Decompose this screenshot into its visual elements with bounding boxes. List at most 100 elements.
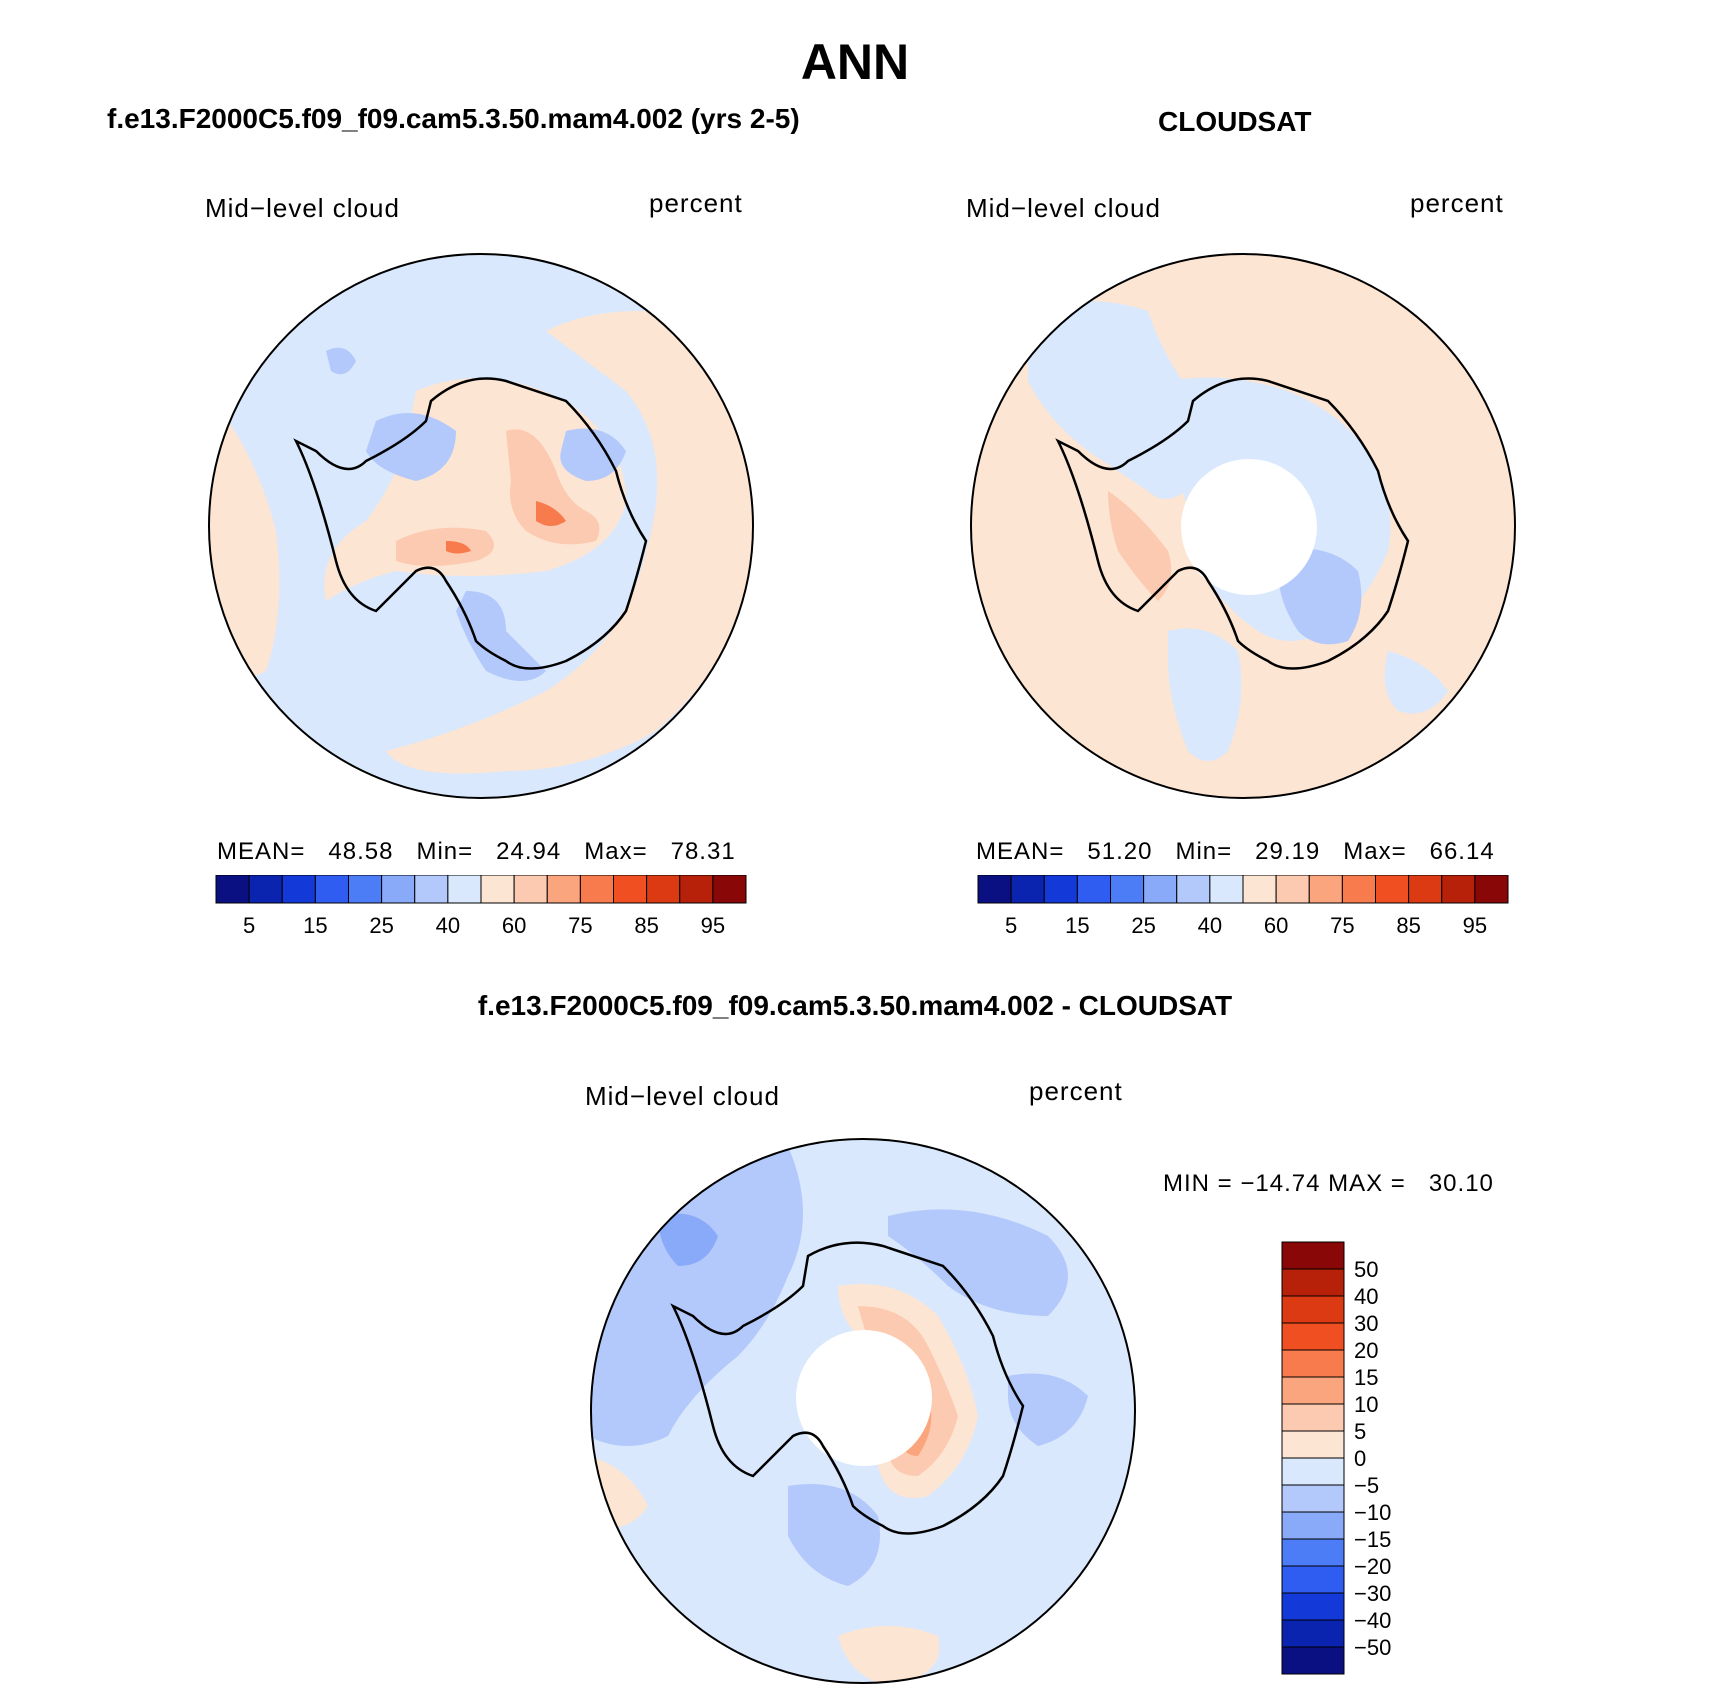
colorbar-box <box>1010 875 1045 904</box>
colorbar-box <box>1281 1592 1345 1621</box>
max-label: MAX = <box>1328 1170 1406 1197</box>
colorbar-tick-label: 85 <box>634 913 658 938</box>
contour-southeast-negative <box>1384 651 1448 714</box>
colorbar-tick-label: 20 <box>1354 1338 1378 1363</box>
colorbar-box <box>1281 1295 1345 1324</box>
max-label: Max= <box>584 838 648 865</box>
map-border <box>208 253 754 799</box>
panel1-title: f.e13.F2000C5.f09_f09.cam5.3.50.mam4.002… <box>107 103 800 134</box>
contour-plateau-high-2 <box>396 527 494 566</box>
min-label: Min= <box>416 838 474 865</box>
colorbar-box <box>1281 1241 1345 1270</box>
colorbar-tick-label: −15 <box>1354 1527 1391 1552</box>
colorbar-tick-label: 10 <box>1354 1392 1378 1417</box>
colorbar-tick-label: −10 <box>1354 1500 1391 1525</box>
diff-variable-label: Mid−level cloud <box>585 1081 780 1111</box>
colorbar-tick-label: −50 <box>1354 1635 1391 1660</box>
colorbar-box <box>1281 1349 1345 1378</box>
colorbar-box <box>1143 875 1178 904</box>
colorbar-box <box>480 875 515 904</box>
colorbar-tick-label: 95 <box>1463 913 1487 938</box>
colorbar-box <box>215 875 250 904</box>
colorbar-box <box>1281 1619 1345 1648</box>
antarctica-coastline <box>1055 377 1410 670</box>
colorbar-box <box>1242 875 1277 904</box>
colorbar-box <box>1281 1511 1345 1540</box>
colorbar-tick-label: 40 <box>1354 1284 1378 1309</box>
colorbar-box <box>1281 1376 1345 1405</box>
colorbar-box <box>1275 875 1310 904</box>
diff-stats: MIN = −14.74 MAX = 30.10 <box>1163 1170 1494 1198</box>
colorbar-tick-label: 5 <box>1354 1419 1366 1444</box>
contour-max <box>536 501 566 526</box>
contour-ocean-negative <box>1028 301 1216 499</box>
mean-label: MEAN= <box>976 838 1065 865</box>
colorbar-box <box>348 875 383 904</box>
missing-data-circle <box>1181 459 1317 595</box>
panel1-units-label: percent <box>649 188 743 218</box>
colorbar-box <box>1474 875 1509 904</box>
colorbar-tick-label: −30 <box>1354 1581 1391 1606</box>
contour-east-negative <box>560 428 626 481</box>
panel2-title: CLOUDSAT <box>1158 106 1312 137</box>
colorbar-tick-label: 60 <box>502 913 526 938</box>
colorbar-tick-label: 50 <box>1354 1257 1378 1282</box>
mean-value: 48.58 <box>328 838 394 865</box>
colorbar-box <box>1408 875 1443 904</box>
colorbar-box <box>1281 1565 1345 1594</box>
map-cloudsat <box>970 253 1516 799</box>
colorbar-box <box>1308 875 1343 904</box>
colorbar-box <box>1281 1646 1345 1675</box>
colorbar-tick-label: 85 <box>1396 913 1420 938</box>
colorbar-box <box>679 875 714 904</box>
map-model <box>208 253 754 799</box>
colorbar-tick-label: −40 <box>1354 1608 1391 1633</box>
min-label: MIN = <box>1163 1170 1233 1197</box>
colorbar-box <box>414 875 449 904</box>
max-value: 30.10 <box>1428 1170 1494 1197</box>
colorbar-box <box>1281 1430 1345 1459</box>
contour-west-positive <box>209 391 280 681</box>
contour-max-2 <box>446 541 471 554</box>
colorbar-box <box>447 875 482 904</box>
contour-south-negative <box>1168 628 1242 761</box>
colorbar-box <box>1281 1268 1345 1297</box>
colorbar-box <box>1281 1538 1345 1567</box>
panel1-variable-label: Mid−level cloud <box>205 193 400 223</box>
colorbar-tick-label: 5 <box>1005 913 1017 938</box>
colorbar-tick-label: −5 <box>1354 1473 1379 1498</box>
contour-west-low <box>658 1213 718 1266</box>
colorbar-box <box>1110 875 1145 904</box>
max-value: 78.31 <box>670 838 736 865</box>
colorbar-box <box>977 875 1012 904</box>
contour-plateau-high <box>506 429 600 545</box>
contour-west-negative <box>366 413 456 481</box>
diff-units-label: percent <box>1029 1076 1123 1106</box>
antarctica-coastline <box>293 377 648 670</box>
colorbar-box <box>1076 875 1111 904</box>
colorbar-tick-label: −20 <box>1354 1554 1391 1579</box>
colorbar-box <box>546 875 581 904</box>
panel2-variable-label: Mid−level cloud <box>966 193 1161 223</box>
colorbar-tick-label: 75 <box>1330 913 1354 938</box>
colorbar-tick-label: 0 <box>1354 1446 1366 1471</box>
contour-south-negative <box>456 591 546 681</box>
colorbar-tick-label: 40 <box>1198 913 1222 938</box>
mean-value: 51.20 <box>1087 838 1153 865</box>
colorbar-box <box>281 875 316 904</box>
colorbar-box <box>314 875 349 904</box>
missing-data-circle <box>796 1330 932 1466</box>
map-border <box>970 253 1516 799</box>
colorbar-box <box>1176 875 1211 904</box>
colorbar-model: 5 15 25 40 60 75 85 95 <box>215 875 747 938</box>
colorbar-box <box>1341 875 1376 904</box>
antarctica-coastline <box>670 1241 1025 1535</box>
colorbar-tick-label: 15 <box>303 913 327 938</box>
panel2-stats: MEAN= 51.20 Min= 29.19 Max= 66.14 <box>976 838 1495 866</box>
colorbar-tick-label: 15 <box>1065 913 1089 938</box>
colorbar-tick-label: 15 <box>1354 1365 1378 1390</box>
colorbar-tick-label: 5 <box>243 913 255 938</box>
colorbar-tick-label: 40 <box>436 913 460 938</box>
colorbar-cloudsat: 5 15 25 40 60 75 85 95 <box>977 875 1509 938</box>
